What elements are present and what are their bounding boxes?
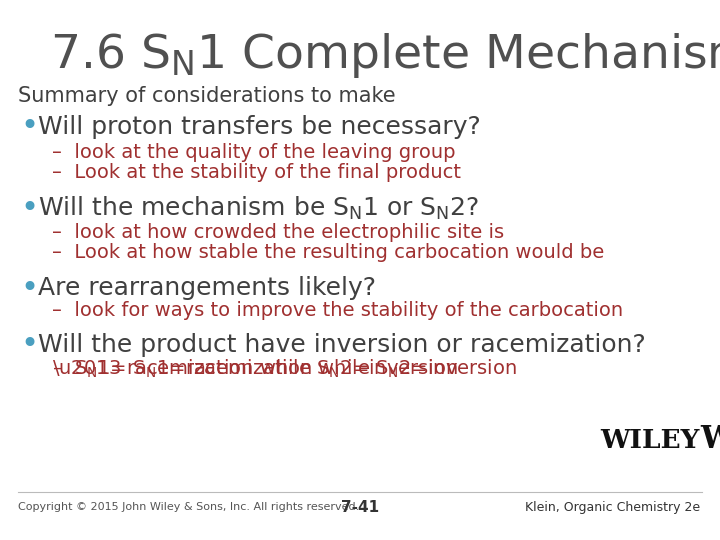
Text: \u2013  $\mathregular{S_N}$1=racemization while $\mathregular{S_N}$2=inversion: \u2013 $\mathregular{S_N}$1=racemization… (52, 358, 517, 380)
Text: Will the product have inversion or racemization?: Will the product have inversion or racem… (38, 333, 646, 357)
Text: –  Look at the stability of the final product: – Look at the stability of the final pro… (52, 163, 461, 181)
Text: Are rearrangements likely?: Are rearrangements likely? (38, 276, 376, 300)
Text: –  Look at how stable the resulting carbocation would be: – Look at how stable the resulting carbo… (52, 242, 604, 261)
Text: •: • (20, 193, 38, 222)
Text: –  look at the quality of the leaving group: – look at the quality of the leaving gro… (52, 144, 456, 163)
Text: 7-41: 7-41 (341, 500, 379, 515)
Text: Will the mechanism be $\mathregular{S_N}$1 or $\mathregular{S_N}$2?: Will the mechanism be $\mathregular{S_N}… (38, 194, 479, 221)
Text: Klein, Organic Chemistry 2e: Klein, Organic Chemistry 2e (525, 501, 700, 514)
Text: WILEY: WILEY (600, 428, 700, 453)
Text: –  look for ways to improve the stability of the carbocation: – look for ways to improve the stability… (52, 301, 623, 321)
Text: –  $\mathregular{S_N}$1=racemization while $\mathregular{S_N}$2=inversion: – $\mathregular{S_N}$1=racemization whil… (52, 358, 458, 380)
Text: Copyright © 2015 John Wiley & Sons, Inc. All rights reserved.: Copyright © 2015 John Wiley & Sons, Inc.… (18, 502, 359, 512)
Text: –  look at how crowded the electrophilic site is: – look at how crowded the electrophilic … (52, 224, 504, 242)
Text: 7.6 $\mathregular{S_N}$1 Complete Mechanisms: 7.6 $\mathregular{S_N}$1 Complete Mechan… (50, 30, 720, 79)
Text: W: W (700, 424, 720, 456)
Text: •: • (20, 112, 38, 141)
Text: Summary of considerations to make: Summary of considerations to make (18, 86, 395, 106)
Text: •: • (20, 273, 38, 302)
Text: •: • (20, 330, 38, 360)
Text: Will proton transfers be necessary?: Will proton transfers be necessary? (38, 115, 481, 139)
